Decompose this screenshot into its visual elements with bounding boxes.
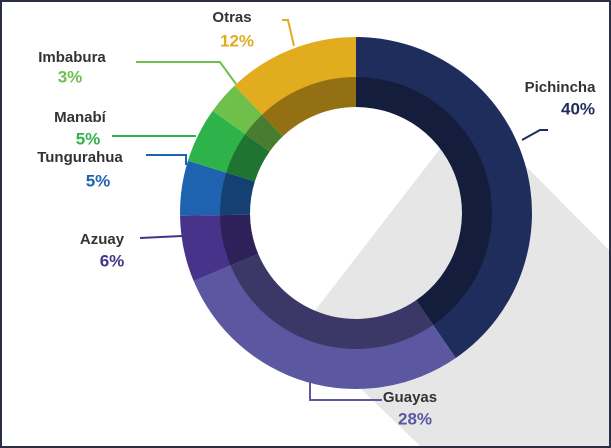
slice — [193, 253, 456, 389]
value-label: 28% — [398, 409, 432, 428]
value-label: 6% — [100, 251, 125, 270]
inner-ring — [220, 172, 255, 216]
leader-line — [136, 61, 237, 85]
value-label: 5% — [86, 171, 111, 190]
slice — [234, 37, 356, 137]
slice-label: Guayas — [383, 389, 437, 406]
slice-label: Pichincha — [525, 79, 597, 96]
slice — [180, 160, 255, 216]
inner-ring — [245, 114, 283, 152]
leader-line — [521, 129, 548, 141]
slice-label: Otras — [212, 9, 251, 26]
leader-line — [139, 235, 183, 239]
slice — [212, 85, 283, 152]
leader-line — [282, 19, 295, 47]
value-label: 12% — [220, 31, 254, 50]
slice-label: Azuay — [80, 231, 125, 248]
value-label: 3% — [58, 67, 83, 86]
slice — [356, 37, 532, 358]
slice — [187, 110, 270, 182]
value-label: 5% — [76, 129, 101, 148]
inner-ring — [220, 214, 259, 266]
slice — [180, 214, 259, 281]
leader-line — [309, 382, 382, 401]
leader-line — [146, 154, 187, 165]
inner-ring — [230, 253, 434, 350]
slice-label: Tungurahua — [37, 149, 123, 166]
inner-ring — [226, 134, 270, 182]
slice-label: Imbabura — [38, 49, 106, 66]
value-label: 40% — [561, 99, 595, 118]
inner-ring — [262, 77, 356, 137]
slice-label: Manabí — [54, 109, 107, 126]
inner-ring — [356, 77, 492, 326]
